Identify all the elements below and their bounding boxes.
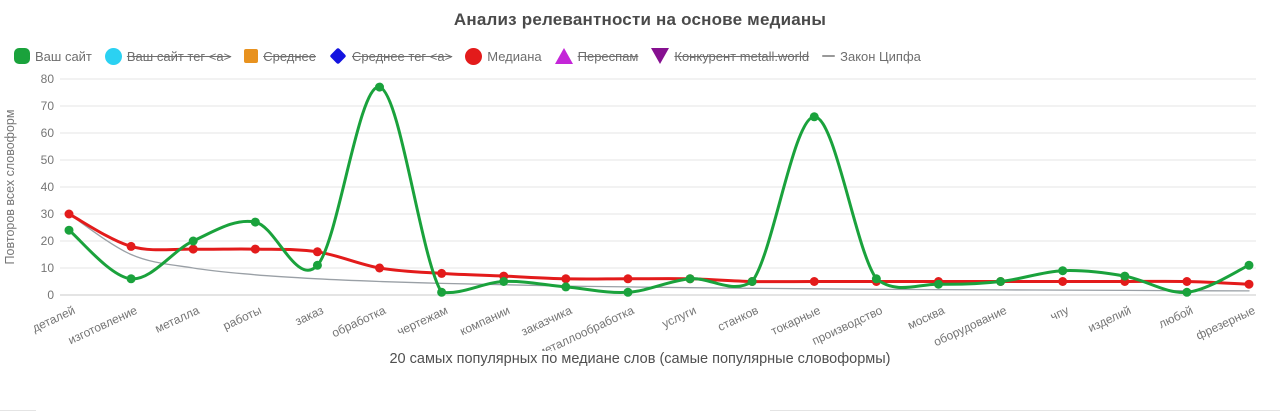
rounded-square-marker-icon [14,48,30,64]
data-point-your-site[interactable] [126,274,136,284]
data-point-your-site[interactable] [561,282,571,292]
data-point-your-site[interactable] [1182,287,1192,297]
y-tick-label: 50 [41,153,55,167]
chart-svg: 0 10 20 30 40 50 60 70 80 Повторов всех словоформ… [3,72,1258,351]
data-point-your-site[interactable] [1244,260,1254,270]
chart-card: Анализ релевантности на основе медианы В… [0,10,1280,414]
data-point-median[interactable] [623,274,633,284]
x-tick-label: заказ [293,303,326,328]
data-point-your-site[interactable] [871,274,881,284]
legend-item-your-site-tag-a[interactable]: Ваш сайт тег <a> [104,47,232,65]
data-point-your-site[interactable] [250,217,260,227]
series-line-your-site [67,85,1251,295]
chart-title: Анализ релевантности на основе медианы [453,10,827,29]
data-point-median[interactable] [64,209,74,219]
legend-label: Ваш сайт тег <a> [126,48,232,64]
data-point-median[interactable] [809,277,819,286]
x-tick-label: станков [715,303,760,334]
y-tick-label: 30 [41,207,55,221]
legend-item-your-site[interactable]: Ваш сайт [14,48,92,64]
x-tick-label: компании [458,303,512,338]
data-point-your-site[interactable] [499,277,509,286]
y-axis-title: Повторов всех словоформ [3,110,17,265]
data-point-median[interactable] [1058,277,1068,286]
data-point-median[interactable] [1244,279,1254,289]
legend-item-overspam[interactable]: Переспам [554,48,639,64]
triangle-down-marker-icon [651,48,670,64]
data-point-your-site[interactable] [188,236,198,246]
x-tick-label: фрезерные [1194,303,1258,343]
y-tick-label: 80 [41,72,55,86]
legend-item-average-tag-a[interactable]: Среднее тег <a> [329,47,453,65]
legend-label: Медиана [487,48,542,64]
diamond-marker-icon [329,47,347,65]
data-point-median[interactable] [437,268,447,278]
x-tick-label: обработка [329,303,388,340]
data-point-your-site[interactable] [933,279,943,289]
y-tick-label: 70 [41,99,55,113]
data-point-median[interactable] [312,247,322,257]
data-point-your-site[interactable] [996,277,1006,286]
data-point-median[interactable] [188,244,198,254]
legend-item-competitor[interactable]: Конкурент metall.world [651,48,809,64]
legend: Ваш сайт Ваш сайт тег <a> Среднее Среднее т… [14,46,1280,66]
y-tick-label: 0 [47,288,54,302]
data-point-your-site[interactable] [64,225,74,235]
data-point-median[interactable] [561,274,571,284]
legend-item-average[interactable]: Среднее [244,49,316,64]
data-point-your-site[interactable] [809,112,819,122]
data-point-median[interactable] [126,241,136,251]
x-tick-label: металлообработка [535,303,637,351]
data-point-your-site[interactable] [437,287,447,297]
data-point-median[interactable] [375,263,385,273]
x-tick-label: чпу [1048,303,1071,324]
x-tick-label: деталей [30,303,77,335]
legend-label: Конкурент metall.world [674,48,810,64]
x-tick-label: изделий [1086,303,1133,335]
y-tick-label: 60 [41,126,55,140]
data-point-your-site[interactable] [1120,271,1130,281]
x-tick-label: любой [1156,303,1195,331]
data-point-your-site[interactable] [1058,266,1068,276]
x-axis-title: 20 самых популярных по медиане слов (сам… [389,351,891,367]
legend-label: Ваш сайт [35,48,92,64]
x-tick-label: работы [221,303,264,333]
x-tick-label: металла [153,303,202,336]
legend-label: Среднее тег <a> [352,48,453,64]
data-point-your-site[interactable] [623,287,633,297]
x-tick-label: изготовление [66,303,140,347]
x-tick-label: услуги [660,303,699,331]
circle-marker-icon [104,47,122,65]
legend-label: Закон Ципфа [840,48,921,64]
data-point-your-site[interactable] [685,274,695,284]
x-tick-label: производство [810,303,885,348]
square-marker-icon [244,49,259,63]
legend-item-zipf-law[interactable]: Закон Ципфа [822,49,921,64]
legend-label: Среднее [263,48,316,64]
x-tick-label: москва [905,303,947,332]
x-tick-label: чертежам [395,303,450,339]
data-point-your-site[interactable] [312,260,322,270]
legend-label: Переспам [577,48,639,64]
data-point-median[interactable] [250,244,260,254]
legend-item-median[interactable]: Медиана [465,47,542,65]
data-point-your-site[interactable] [375,82,385,92]
y-tick-label: 40 [41,180,55,194]
lower-card-edge-right [770,410,1280,411]
lower-card-edge-left [0,410,36,411]
dash-marker-icon [822,55,836,57]
data-point-median[interactable] [1182,277,1192,286]
triangle-up-marker-icon [554,48,573,64]
y-tick-label: 10 [41,261,55,275]
data-point-your-site[interactable] [747,277,757,286]
circle-marker-icon [465,47,483,65]
y-tick-label: 20 [41,234,55,248]
